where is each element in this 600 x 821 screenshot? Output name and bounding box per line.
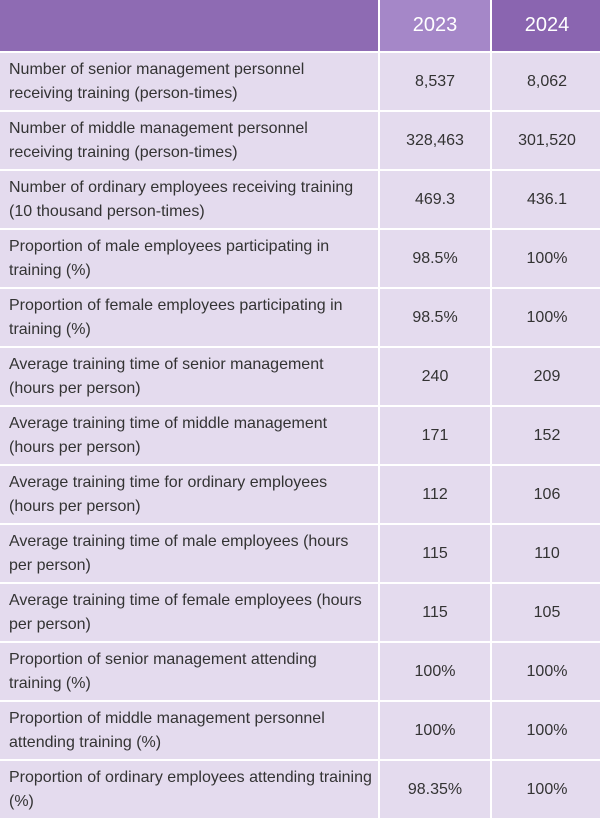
- row-label: Proportion of senior management attendin…: [0, 643, 378, 702]
- row-value-2023: 240: [380, 348, 490, 407]
- row-value-2023: 100%: [380, 643, 490, 702]
- row-label: Proportion of ordinary employees attendi…: [0, 761, 378, 818]
- row-label: Proportion of male employees participati…: [0, 230, 378, 289]
- row-value-2023: 98.5%: [380, 230, 490, 289]
- row-value-2023: 469.3: [380, 171, 490, 230]
- row-value-2024: 100%: [492, 761, 600, 818]
- row-label: Number of middle management personnel re…: [0, 112, 378, 171]
- row-value-2024: 100%: [492, 230, 600, 289]
- row-value-2024: 106: [492, 466, 600, 525]
- row-value-2023: 328,463: [380, 112, 490, 171]
- row-value-2023: 115: [380, 525, 490, 584]
- row-label: Number of senior management personnel re…: [0, 53, 378, 112]
- row-label: Number of ordinary employees receiving t…: [0, 171, 378, 230]
- row-label: Average training time of male employees …: [0, 525, 378, 584]
- row-value-2024: 301,520: [492, 112, 600, 171]
- row-value-2023: 8,537: [380, 53, 490, 112]
- row-label: Proportion of middle management personne…: [0, 702, 378, 761]
- row-value-2024: 110: [492, 525, 600, 584]
- row-value-2023: 115: [380, 584, 490, 643]
- row-value-2024: 436.1: [492, 171, 600, 230]
- row-value-2024: 100%: [492, 702, 600, 761]
- row-value-2024: 105: [492, 584, 600, 643]
- row-value-2023: 171: [380, 407, 490, 466]
- row-value-2024: 100%: [492, 643, 600, 702]
- row-value-2023: 98.35%: [380, 761, 490, 818]
- row-label: Proportion of female employees participa…: [0, 289, 378, 348]
- row-value-2023: 112: [380, 466, 490, 525]
- header-2024: 2024: [492, 0, 600, 53]
- row-value-2024: 152: [492, 407, 600, 466]
- row-value-2024: 209: [492, 348, 600, 407]
- row-value-2023: 100%: [380, 702, 490, 761]
- row-value-2023: 98.5%: [380, 289, 490, 348]
- row-label: Average training time of female employee…: [0, 584, 378, 643]
- header-2023: 2023: [380, 0, 490, 53]
- header-label-cell: [0, 0, 378, 53]
- row-label: Average training time of middle manageme…: [0, 407, 378, 466]
- row-label: Average training time for ordinary emplo…: [0, 466, 378, 525]
- row-value-2024: 100%: [492, 289, 600, 348]
- row-value-2024: 8,062: [492, 53, 600, 112]
- row-label: Average training time of senior manageme…: [0, 348, 378, 407]
